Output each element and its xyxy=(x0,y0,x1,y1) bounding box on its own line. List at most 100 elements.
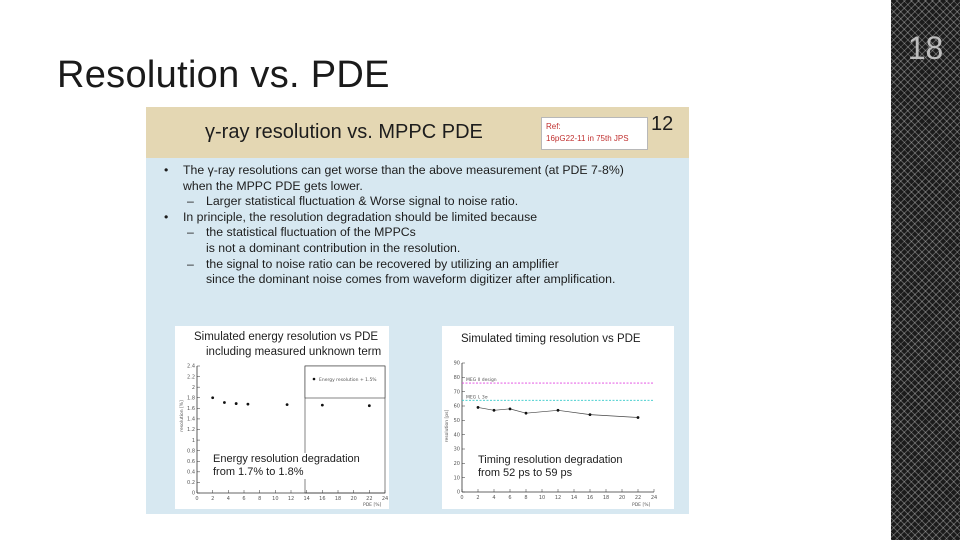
timing-caption: Timing resolution degradation from 52 ps… xyxy=(478,454,623,480)
bullet-list: • The γ-ray resolutions can get worse tha… xyxy=(162,163,687,288)
energy-resolution-chart: Energy resolution + 1.5% PDE [%] resolut… xyxy=(179,364,388,508)
energy-x-tick-label: 14 xyxy=(303,496,309,502)
energy-panel-subtitle: including measured unknown term xyxy=(206,346,382,358)
slide-number: 18 xyxy=(907,30,944,66)
timing-y-tick-label: 30 xyxy=(454,447,460,453)
energy-x-tick-label: 24 xyxy=(382,496,388,502)
timing-x-tick-label: 24 xyxy=(651,495,657,501)
timing-y-tick-label: 40 xyxy=(454,432,460,438)
energy-y-tick-label: 1.2 xyxy=(187,427,195,433)
timing-data-point xyxy=(556,408,560,412)
timing-data-point xyxy=(492,408,496,412)
timing-y-tick-label: 60 xyxy=(454,404,460,410)
energy-legend-entry: Energy resolution + 1.5% xyxy=(319,377,377,383)
reference-text: 16pG22-11 in 75th JPS xyxy=(546,134,629,143)
energy-x-tick-label: 18 xyxy=(335,496,341,502)
energy-x-tick-label: 8 xyxy=(258,496,261,502)
energy-data-point xyxy=(285,403,289,407)
bullet-text-line: Larger statistical fluctuation & Worse s… xyxy=(206,194,519,209)
energy-y-tick-label: 0 xyxy=(192,491,195,497)
timing-x-tick-label: 12 xyxy=(555,495,561,501)
energy-y-tick-label: 1.8 xyxy=(187,395,195,401)
energy-caption: Energy resolution degradation from 1.7% … xyxy=(213,453,360,479)
timing-caption-line1: Timing resolution degradation xyxy=(478,454,623,466)
embedded-slide-title: γ-ray resolution vs. MPPC PDE xyxy=(205,121,483,143)
bullet-marker: • xyxy=(164,163,169,177)
timing-x-tick-label: 16 xyxy=(587,495,593,501)
bullet-item: • In principle, the resolution degradatio… xyxy=(162,210,687,226)
timing-caption-line2: from 52 ps to 59 ps xyxy=(478,467,573,479)
energy-y-tick-label: 2.2 xyxy=(187,374,195,380)
energy-x-tick-label: 2 xyxy=(211,496,214,502)
timing-x-tick-label: 4 xyxy=(492,495,495,501)
energy-y-tick-label: 1.6 xyxy=(187,406,195,412)
timing-data-point xyxy=(476,406,480,409)
timing-y-axis-label: resolution [ps] xyxy=(444,410,450,443)
bullet-item: • The γ-ray resolutions can get worse tha… xyxy=(162,163,687,194)
energy-x-tick-label: 4 xyxy=(227,496,230,502)
bullet-text-line: the signal to noise ratio can be recover… xyxy=(206,256,559,271)
energy-caption-line1: Energy resolution degradation xyxy=(213,453,360,465)
timing-x-tick-label: 6 xyxy=(508,495,511,501)
timing-y-tick-label: 70 xyxy=(454,389,460,395)
energy-x-tick-label: 10 xyxy=(272,496,278,502)
energy-data-point xyxy=(211,396,215,400)
bullet-marker: – xyxy=(187,225,194,240)
timing-y-tick-label: 10 xyxy=(454,475,460,481)
energy-x-tick-label: 0 xyxy=(195,496,198,502)
meg1-label: MEG I, 3σ xyxy=(466,394,488,400)
energy-data-point xyxy=(234,402,238,405)
timing-data-point xyxy=(636,416,640,419)
energy-caption-line2: from 1.7% to 1.8% xyxy=(213,466,304,478)
bullet-marker: – xyxy=(187,256,194,271)
timing-x-tick-label: 20 xyxy=(619,495,625,501)
energy-x-tick-label: 22 xyxy=(366,496,372,502)
embedded-page-number: 12 xyxy=(651,113,674,135)
energy-data-point xyxy=(223,401,226,404)
energy-y-tick-label: 1 xyxy=(192,438,195,444)
timing-resolution-chart: MEG II design MEG I, 3σ PDE [%] resoluti… xyxy=(444,361,657,508)
timing-data-point xyxy=(524,411,528,415)
timing-x-tick-label: 8 xyxy=(524,495,527,501)
bullet-text-line: is not a dominant contribution in the re… xyxy=(206,240,461,255)
energy-resolution-panel: Simulated energy resolution vs PDE inclu… xyxy=(175,326,389,509)
energy-y-tick-label: 1.4 xyxy=(187,417,195,423)
timing-x-axis-label: PDE [%] xyxy=(632,502,650,508)
bullet-text-line: since the dominant noise comes from wave… xyxy=(206,272,616,287)
energy-panel-title: Simulated energy resolution vs PDE xyxy=(194,331,379,343)
bullet-text-line: the statistical fluctuation of the MPPCs xyxy=(206,225,416,240)
timing-resolution-panel: Simulated timing resolution vs PDE MEG I… xyxy=(442,326,674,509)
timing-panel-title: Simulated timing resolution vs PDE xyxy=(461,333,641,345)
energy-x-axis-label: PDE [%] xyxy=(363,502,381,508)
timing-y-tick-label: 50 xyxy=(454,418,460,424)
timing-data-point xyxy=(508,407,512,411)
energy-y-tick-label: 2.4 xyxy=(187,364,195,370)
bullet-text-line: The γ-ray resolutions can get worse than… xyxy=(183,163,624,177)
bullet-item: – the statistical fluctuation of the MPPC… xyxy=(162,225,687,256)
bullet-text-line: In principle, the resolution degradation… xyxy=(183,209,538,224)
timing-x-tick-label: 0 xyxy=(460,495,463,501)
timing-y-tick-label: 80 xyxy=(454,375,460,381)
bullet-marker: • xyxy=(164,209,169,224)
embedded-slide-image: γ-ray resolution vs. MPPC PDE Ref: 16pG2… xyxy=(146,107,689,514)
energy-x-tick-label: 20 xyxy=(350,496,356,502)
timing-x-tick-label: 2 xyxy=(476,495,479,501)
timing-data-point xyxy=(588,413,592,416)
energy-y-tick-label: 0.2 xyxy=(187,480,195,486)
bullet-item: – Larger statistical fluctuation & Worse … xyxy=(162,194,687,210)
energy-x-tick-label: 6 xyxy=(242,496,245,502)
energy-y-axis-label: resolution [%] xyxy=(179,400,185,432)
timing-y-tick-label: 90 xyxy=(454,361,460,367)
bullet-marker: – xyxy=(187,194,194,209)
timing-y-tick-label: 0 xyxy=(457,490,460,496)
timing-x-tick-label: 14 xyxy=(571,495,577,501)
energy-data-point xyxy=(320,403,324,407)
timing-y-tick-label: 20 xyxy=(454,461,460,467)
slide-title: Resolution vs. PDE xyxy=(57,54,390,96)
energy-y-tick-label: 0.8 xyxy=(187,448,195,454)
reference-box: Ref: 16pG22-11 in 75th JPS xyxy=(541,117,648,150)
timing-x-tick-label: 18 xyxy=(603,495,609,501)
energy-x-tick-label: 12 xyxy=(288,496,294,502)
energy-data-point xyxy=(367,404,371,408)
decorative-side-panel: 18 xyxy=(891,0,960,540)
